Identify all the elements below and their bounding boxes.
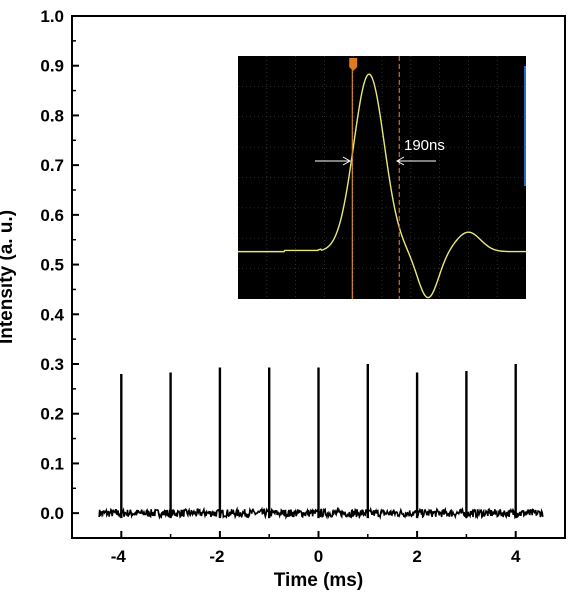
arrow-left-head-icon [395,156,405,166]
x-tick-label: 4 [511,547,521,566]
y-tick-label: 0.1 [40,454,64,473]
y-tick-label: 0.7 [40,156,64,175]
x-tick-label: -4 [111,547,127,566]
y-tick-label: 0.5 [40,256,64,275]
inset-trace [238,73,526,299]
inset-annotation: 190ns [404,137,445,154]
arrow-right-head-icon [342,156,352,166]
x-tick-label: -2 [209,547,224,566]
y-tick-label: 0.6 [40,206,64,225]
y-axis-ticks: 0.0 0.1 0.2 0.3 0.4 0.5 0.6 0.7 0.8 0.9 1.0 [40,7,79,539]
trigger-marker-icon [349,58,358,71]
x-tick-label: 2 [412,547,421,566]
y-tick-label: 1.0 [40,7,64,26]
trigger-marker-body [349,58,358,67]
x-axis-label: Time (ms) [274,570,363,591]
x-tick-label: 0 [314,547,323,566]
inset-oscilloscope: 190ns [238,56,526,299]
y-tick-label: 0.9 [40,57,64,76]
series-baseline-noise [98,506,544,520]
y-tick-label: 0.4 [40,305,64,324]
inset-grid [238,56,526,299]
y-tick-label: 0.8 [40,106,64,125]
pulse-width-arrows [315,156,436,166]
y-tick-label: 0.0 [40,504,64,523]
x-axis-ticks: -4 -2 0 2 4 [71,531,566,566]
y-tick-label: 0.3 [40,355,64,374]
trigger-marker-tip [349,67,358,71]
series-line-group [98,364,544,520]
y-axis-label: Intensity (a. u.) [0,210,17,344]
y-tick-label: 0.2 [40,405,64,424]
